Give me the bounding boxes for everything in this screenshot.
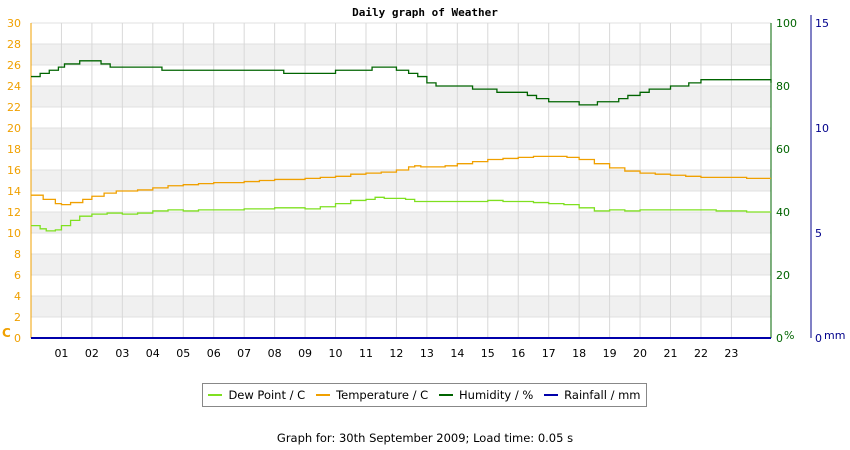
series-line-dew-point-c [31,196,771,232]
legend-item-temperature: Temperature / C [316,388,428,402]
legend-item-humidity: Humidity / % [439,388,533,402]
left-tick-label: 20 [7,122,21,135]
x-tick-label: 08 [268,347,282,360]
plot-band [31,44,771,65]
x-tick-label: 07 [237,347,251,360]
left-tick-label: 10 [7,227,21,240]
right2-tick-label: 0 [815,332,822,345]
chart-footer: Graph for: 30th September 2009; Load tim… [276,431,574,445]
plot-band [31,170,771,191]
left-tick-label: 22 [7,101,21,114]
x-tick-label: 16 [511,347,525,360]
left-tick-label: 28 [7,38,21,51]
left-tick-label: 26 [7,59,21,72]
x-tick-label: 06 [207,347,221,360]
plot-axes [30,15,812,338]
legend-item-dew-point: Dew Point / C [208,388,305,402]
right2-tick-label: 10 [815,122,829,135]
left-tick-label: 14 [7,185,21,198]
left-tick-label: 12 [7,206,21,219]
x-tick-label: 12 [389,347,403,360]
right1-axis-unit: % [784,329,794,342]
right1-tick-label: 20 [776,269,790,282]
x-tick-label: 22 [694,347,708,360]
legend-swatch-dew-point [208,394,223,396]
legend-label-temperature: Temperature / C [336,388,429,402]
x-tick-label: 21 [664,347,678,360]
right1-tick-label: 80 [776,80,790,93]
left-tick-label: 0 [14,332,21,345]
series-line-temperature-c [31,155,771,206]
x-tick-label: 14 [450,347,464,360]
x-tick-label: 09 [298,347,312,360]
left-tick-label: 18 [7,143,21,156]
right1-tick-label: 0 [776,332,783,345]
x-tick-label: 02 [85,347,99,360]
plot-grid [31,22,771,339]
legend-swatch-temperature [316,394,331,396]
plot-band [31,212,771,233]
x-tick-label: 13 [420,347,434,360]
left-tick-label: 16 [7,164,21,177]
chart-legend: Dew Point / C Temperature / C Humidity /… [202,383,647,407]
x-tick-label: 23 [724,347,738,360]
left-axis-unit: C [2,326,11,340]
plot-band [31,254,771,275]
x-tick-label: 17 [542,347,556,360]
axis-labels: 01 02 03 04 05 06 07 08 09 10 11 12 13 14 15 16 17 18 19 20… [2,17,845,360]
series-line-humidity [31,60,772,106]
left-tick-label: 4 [14,290,21,303]
plot-band [31,86,771,107]
legend-item-rainfall: Rainfall / mm [544,388,641,402]
x-tick-label: 05 [176,347,190,360]
right2-axis-unit: mm [824,329,845,342]
left-tick-label: 30 [7,17,21,30]
right1-tick-label: 100 [776,17,797,30]
plot-bands [31,23,771,338]
plot-band [31,296,771,317]
x-tick-label: 10 [329,347,343,360]
left-tick-label: 2 [14,311,21,324]
legend-swatch-humidity [439,394,454,396]
right2-tick-label: 15 [815,17,829,30]
x-tick-label: 01 [54,347,68,360]
left-tick-label: 8 [14,248,21,261]
x-tick-label: 03 [115,347,129,360]
right1-tick-label: 60 [776,143,790,156]
plot-band [31,128,771,149]
left-tick-label: 24 [7,80,21,93]
chart-title: Daily graph of Weather [352,6,498,19]
legend-label-humidity: Humidity / % [459,388,534,402]
left-tick-label: 6 [14,269,21,282]
legend-swatch-rainfall [544,394,559,396]
legend-label-rainfall: Rainfall / mm [564,388,641,402]
right1-tick-label: 40 [776,206,790,219]
x-tick-label: 11 [359,347,373,360]
plot-series [31,60,772,339]
x-tick-label: 04 [146,347,160,360]
x-tick-label: 15 [481,347,495,360]
x-tick-label: 18 [572,347,586,360]
x-tick-label: 19 [603,347,617,360]
legend-label-dew-point: Dew Point / C [228,388,306,402]
right2-tick-label: 5 [815,227,822,240]
x-tick-label: 20 [633,347,647,360]
